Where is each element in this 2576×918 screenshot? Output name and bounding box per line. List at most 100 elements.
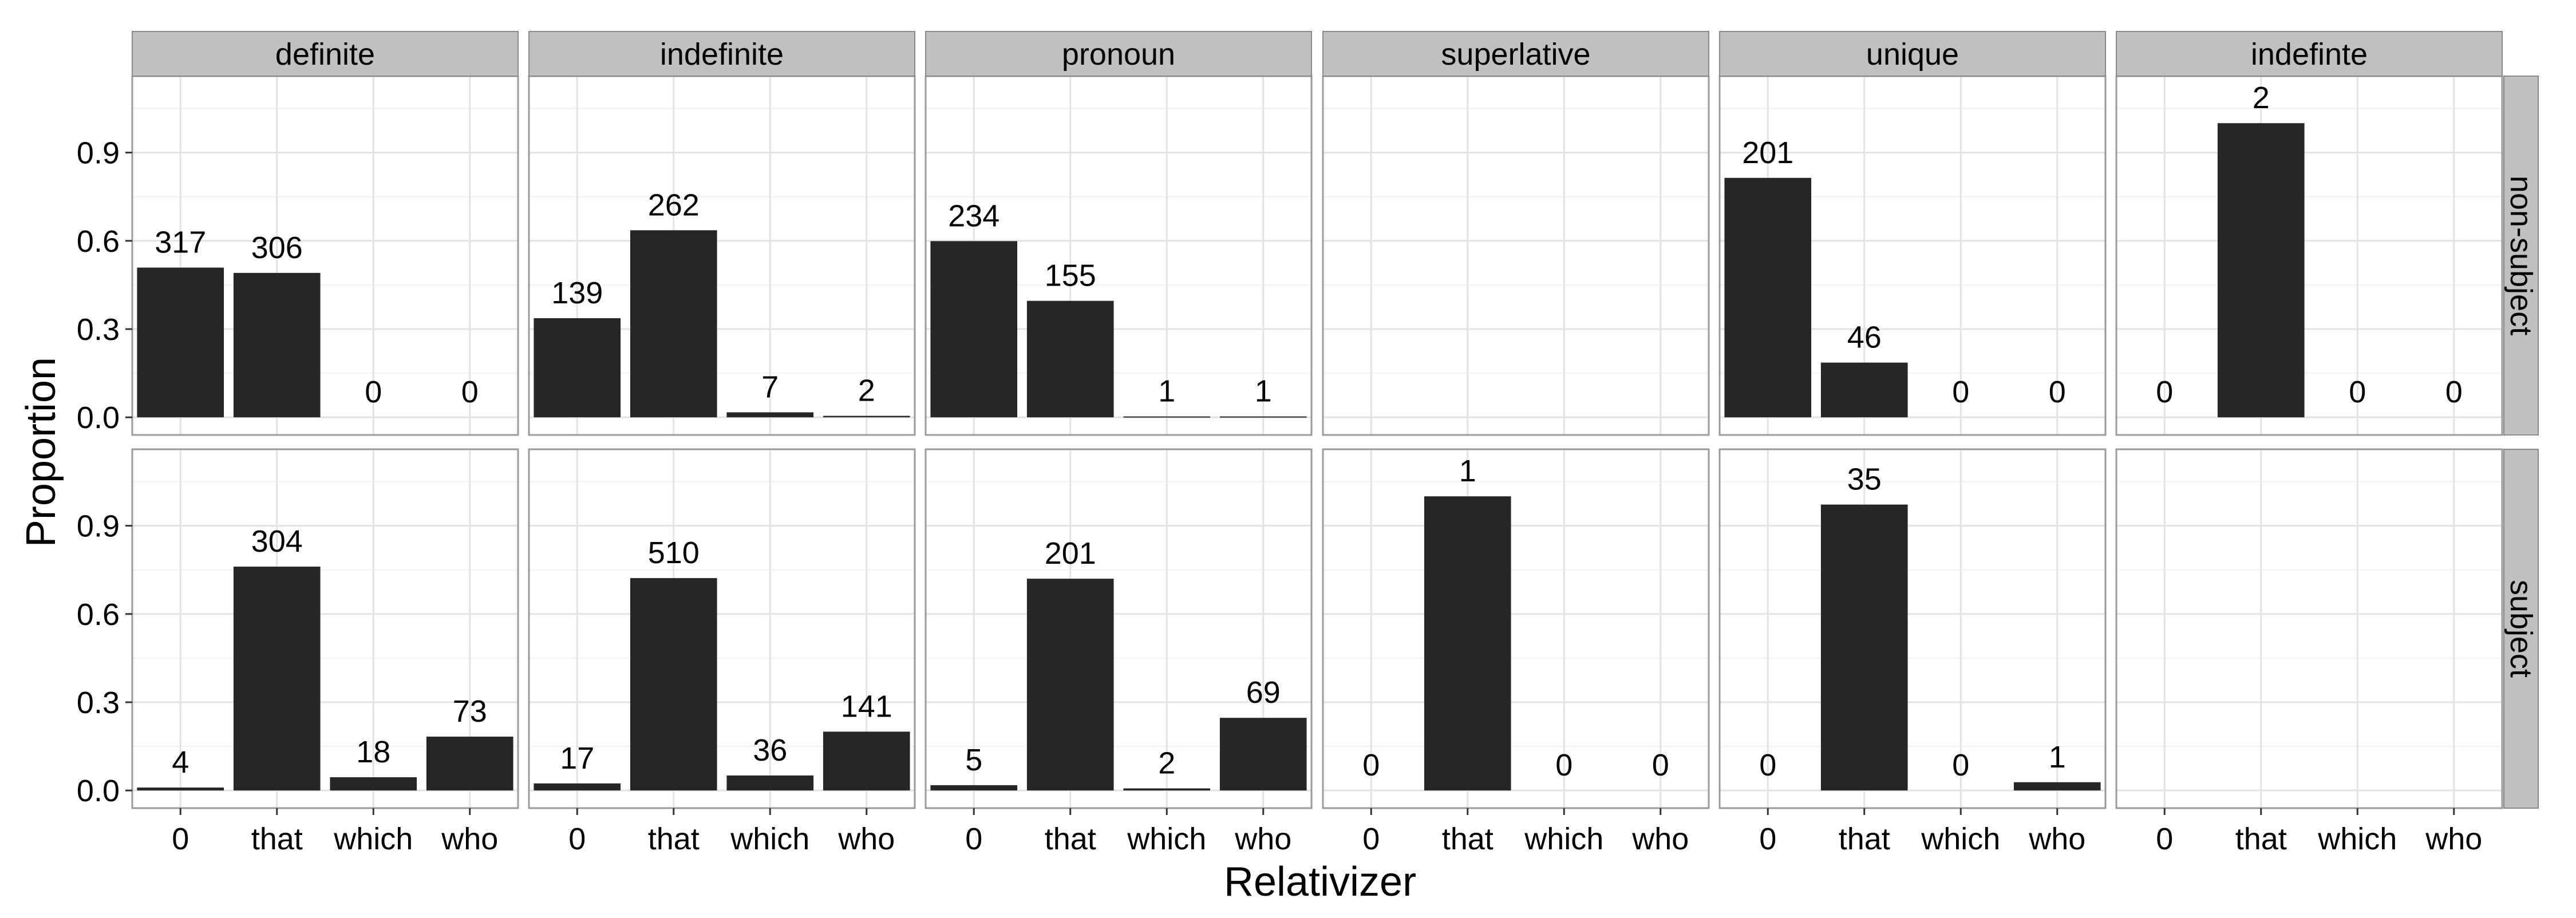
x-tick-label: that	[648, 822, 700, 856]
bar-pronoun-subject-which	[1123, 788, 1211, 791]
bar-label: 1	[1255, 374, 1272, 409]
panel-background	[2116, 449, 2502, 808]
bar-label: 0	[1362, 748, 1380, 782]
bar-label: 155	[1045, 259, 1096, 293]
column-strip-label: superlative	[1441, 37, 1590, 72]
bar-label: 139	[551, 276, 603, 310]
bar-label: 7	[761, 370, 779, 404]
bar-label: 17	[560, 741, 594, 775]
column-strip-indefinite: indefinite	[528, 31, 915, 77]
y-tick-label: 0.0	[77, 774, 120, 808]
bar-label: 304	[251, 524, 303, 559]
bar-label: 0	[2156, 375, 2173, 409]
x-tick-label: which	[1127, 822, 1206, 856]
bar-label: 201	[1742, 136, 1793, 170]
panel-border	[528, 448, 916, 809]
bar-indefinite-subject-that	[630, 578, 717, 791]
column-strip-indefinte: indefinte	[2116, 31, 2503, 77]
bar-pronoun-non-subject-0	[930, 241, 1018, 418]
x-tick-label: 0	[1759, 822, 1776, 856]
bar-label: 0	[2349, 375, 2366, 409]
x-tick-label: who	[2028, 822, 2085, 856]
panel-superlative-subject: 0 1 0 0	[1322, 448, 1710, 809]
x-tick-label: that	[1442, 822, 1494, 856]
y-axis-non-subject: 0.0 0.3 0.6 0.9	[77, 136, 132, 435]
panel-background	[2116, 76, 2502, 435]
bar-label: 46	[1847, 320, 1882, 355]
bar-label: 0	[2445, 375, 2463, 409]
y-tick-label: 0.3	[77, 312, 120, 347]
bar-label: 0	[1555, 748, 1573, 782]
y-tick-label: 0.6	[77, 598, 120, 632]
column-strip-definite: definite	[132, 31, 519, 77]
x-tick-label: that	[1045, 822, 1096, 856]
column-strip-superlative: superlative	[1322, 31, 1709, 77]
bar-definite-subject-0	[137, 788, 224, 791]
bar-label: 2	[858, 374, 875, 408]
axes-layer: 0.0 0.3 0.6 0.9 0.0 0.3 0.6 0.9 0 that which who 0 th…	[77, 136, 2482, 856]
y-tick-label: 0.9	[77, 509, 120, 544]
column-strip-bg	[132, 31, 519, 77]
x-tick-label: 0	[1362, 822, 1380, 856]
row-strip-label: non-subject	[2504, 176, 2538, 335]
x-tick-label: which	[333, 822, 413, 856]
bar-unique-subject-who	[2013, 782, 2101, 791]
x-tick-label: who	[441, 822, 498, 856]
panel-definite-non-subject: 317 306 0 0	[131, 75, 519, 436]
bar-indefinte-non-subject-that	[2217, 123, 2305, 418]
column-strip-bg	[1322, 31, 1709, 77]
x-tick-label: who	[2425, 822, 2482, 856]
x-axis-indefinite: 0 that which who	[568, 808, 895, 856]
column-strip-label: pronoun	[1062, 37, 1175, 72]
column-strip-label: indefinite	[660, 37, 784, 72]
bar-label: 36	[753, 733, 787, 767]
x-tick-label: who	[837, 822, 895, 856]
x-tick-label: who	[1631, 822, 1689, 856]
bar-indefinite-non-subject-0	[534, 318, 621, 418]
bar-unique-non-subject-0	[1724, 177, 1812, 418]
y-tick-label: 0.6	[77, 224, 120, 259]
bar-label: 0	[1759, 748, 1776, 782]
column-strip-bg	[1719, 31, 2106, 77]
bar-label: 35	[1847, 462, 1882, 497]
bar-label: 1	[1158, 374, 1175, 409]
panel-unique-non-subject: 201 46 0 0	[1718, 75, 2107, 436]
column-strip-bg	[925, 31, 1312, 77]
strips-layer: definite indefinite pronoun superlative uniq…	[132, 31, 2539, 809]
x-tick-label: that	[2235, 822, 2287, 856]
x-tick-label: that	[251, 822, 303, 856]
bar-label: 2	[2253, 81, 2270, 115]
bar-label: 0	[461, 375, 479, 409]
column-strip-label: indefinte	[2251, 37, 2368, 72]
panel-background	[1323, 449, 1709, 808]
y-tick-label: 0.9	[77, 136, 120, 171]
x-tick-label: which	[1921, 822, 2000, 856]
bar-label: 317	[155, 225, 206, 260]
bar-label: 1	[1459, 454, 1476, 488]
bar-label: 0	[1952, 748, 1969, 782]
bar-superlative-subject-that	[1424, 496, 1511, 791]
bar-label: 0	[365, 375, 382, 409]
y-tick-label: 0.0	[77, 401, 120, 435]
row-strip-bg	[2503, 76, 2539, 436]
bar-label: 4	[172, 745, 189, 779]
x-axis-superlative: 0 that which who	[1362, 808, 1689, 856]
bar-indefinite-subject-0	[534, 783, 621, 791]
row-strip-non-subject: non-subject	[2503, 76, 2539, 436]
x-axis-indefinte: 0 that which who	[2156, 808, 2482, 856]
panel-pronoun-subject: 5 201 2 69	[924, 448, 1313, 809]
bar-pronoun-subject-who	[1219, 718, 1307, 791]
bar-definite-subject-that	[233, 567, 321, 791]
panel-indefinite-subject: 17 510 36 141	[528, 448, 916, 809]
bar-definite-subject-which	[330, 777, 417, 791]
row-strip-subject: subject	[2503, 449, 2539, 809]
x-axis-title: Relativizer	[1224, 859, 1416, 905]
bar-indefinite-subject-who	[823, 731, 910, 791]
bar-unique-subject-that	[1820, 504, 1908, 791]
bar-label: 5	[965, 743, 982, 777]
bar-label: 201	[1045, 536, 1096, 571]
bar-label: 69	[1246, 675, 1281, 710]
bar-label: 0	[1652, 748, 1669, 782]
bar-label: 18	[356, 735, 390, 769]
